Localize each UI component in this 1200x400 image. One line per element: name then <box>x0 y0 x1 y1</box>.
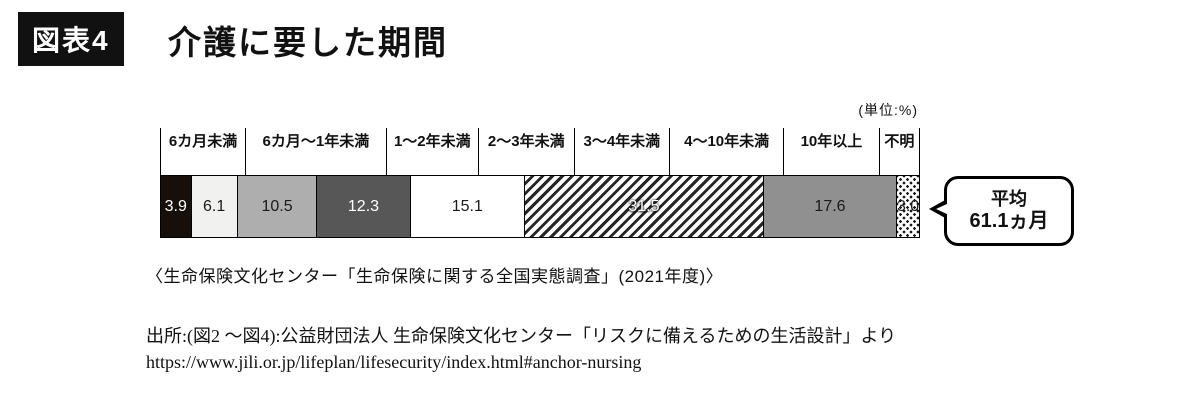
stacked-bar: 3.9 6.1 10.5 12.3 15.1 31.5 17.6 3.0 <box>160 175 920 238</box>
category-label: 6カ月〜1年未満 <box>245 128 385 175</box>
segment-value: 12.3 <box>347 197 380 215</box>
category-label-text: 6カ月未満 <box>168 133 238 150</box>
segment-value: 3.0 <box>896 197 920 215</box>
page-title: 介護に要した期間 <box>168 24 448 61</box>
category-label-text: 10年以上 <box>800 133 863 150</box>
category-label: 不明 <box>878 128 920 175</box>
average-callout-label: 平均 <box>991 189 1027 210</box>
bar-segment: 12.3 <box>316 176 410 237</box>
average-callout: 平均 61.1ヵ月 <box>929 176 1074 246</box>
unit-label: (単位:%) <box>858 102 918 118</box>
attribution: 出所:(図2 〜図4):公益財団法人 生命保険文化センター「リスクに備えるための… <box>146 326 897 346</box>
category-label: 6カ月未満 <box>160 128 245 175</box>
bar-segment: 17.6 <box>762 176 897 237</box>
segment-value: 10.5 <box>261 197 293 215</box>
segment-value: 3.9 <box>164 197 187 215</box>
bar-segment: 10.5 <box>236 176 317 237</box>
bar-segment: 15.1 <box>409 176 525 237</box>
category-label: 3〜4年未満 <box>573 128 670 175</box>
category-label-text: 不明 <box>884 133 915 150</box>
segment-value: 31.5 <box>628 197 660 215</box>
category-label: 1〜2年未満 <box>385 128 478 175</box>
category-label: 4〜10年未満 <box>669 128 783 175</box>
category-label-text: 4〜10年未満 <box>684 133 770 150</box>
survey-source: 〈生命保険文化センター「生命保険に関する全国実態調査」(2021年度)〉 <box>146 267 724 286</box>
average-callout-value: 61.1ヵ月 <box>969 209 1049 232</box>
figure-badge: 図表4 <box>18 12 124 66</box>
source-url: https://www.jili.or.jp/lifeplan/lifesecu… <box>146 352 642 372</box>
segment-value: 15.1 <box>451 197 483 215</box>
category-label-text: 1〜2年未満 <box>393 133 471 150</box>
segment-value: 6.1 <box>203 197 226 215</box>
category-label-text: 2〜3年未満 <box>487 133 565 150</box>
category-label-text: 6カ月〜1年未満 <box>262 133 370 150</box>
category-label-row: 6カ月未満 6カ月〜1年未満 1〜2年未満 2〜3年未満 3〜4年未満 4〜10年未満 10… <box>160 128 920 175</box>
bar-segment: 31.5 <box>524 176 763 237</box>
segment-value: 17.6 <box>814 197 846 215</box>
bar-segment: 6.1 <box>190 176 237 237</box>
bar-segment: 3.0 <box>896 176 919 237</box>
category-label: 2〜3年未満 <box>477 128 574 175</box>
bar-segment: 3.9 <box>161 176 191 237</box>
category-label: 10年以上 <box>783 128 879 175</box>
category-label-text: 3〜4年未満 <box>583 133 661 150</box>
